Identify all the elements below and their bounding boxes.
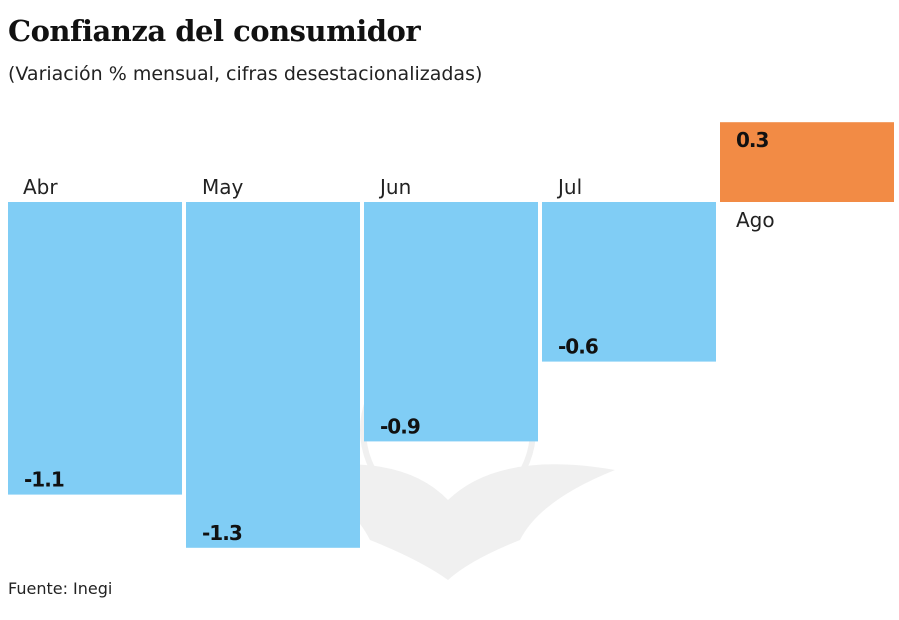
value-label: -1.1 — [24, 468, 64, 492]
category-label: Jun — [378, 175, 411, 199]
source-note: Fuente: Inegi — [8, 579, 113, 598]
bar-ago — [720, 122, 894, 202]
value-label: -0.9 — [380, 414, 420, 438]
category-label: May — [202, 175, 244, 199]
value-label: -0.6 — [558, 335, 598, 359]
bar-jun — [364, 202, 538, 442]
value-label: -1.3 — [202, 521, 242, 545]
bar-abr — [8, 202, 182, 495]
category-label: Abr — [23, 175, 58, 199]
value-label: 0.3 — [736, 128, 769, 152]
bar-may — [186, 202, 360, 548]
bar-jul — [542, 202, 716, 362]
category-label: Jul — [556, 175, 582, 199]
category-label: Ago — [736, 208, 775, 232]
chart-subtitle: (Variación % mensual, cifras desestacion… — [8, 63, 483, 85]
chart-title: Confianza del consumidor — [8, 14, 421, 48]
